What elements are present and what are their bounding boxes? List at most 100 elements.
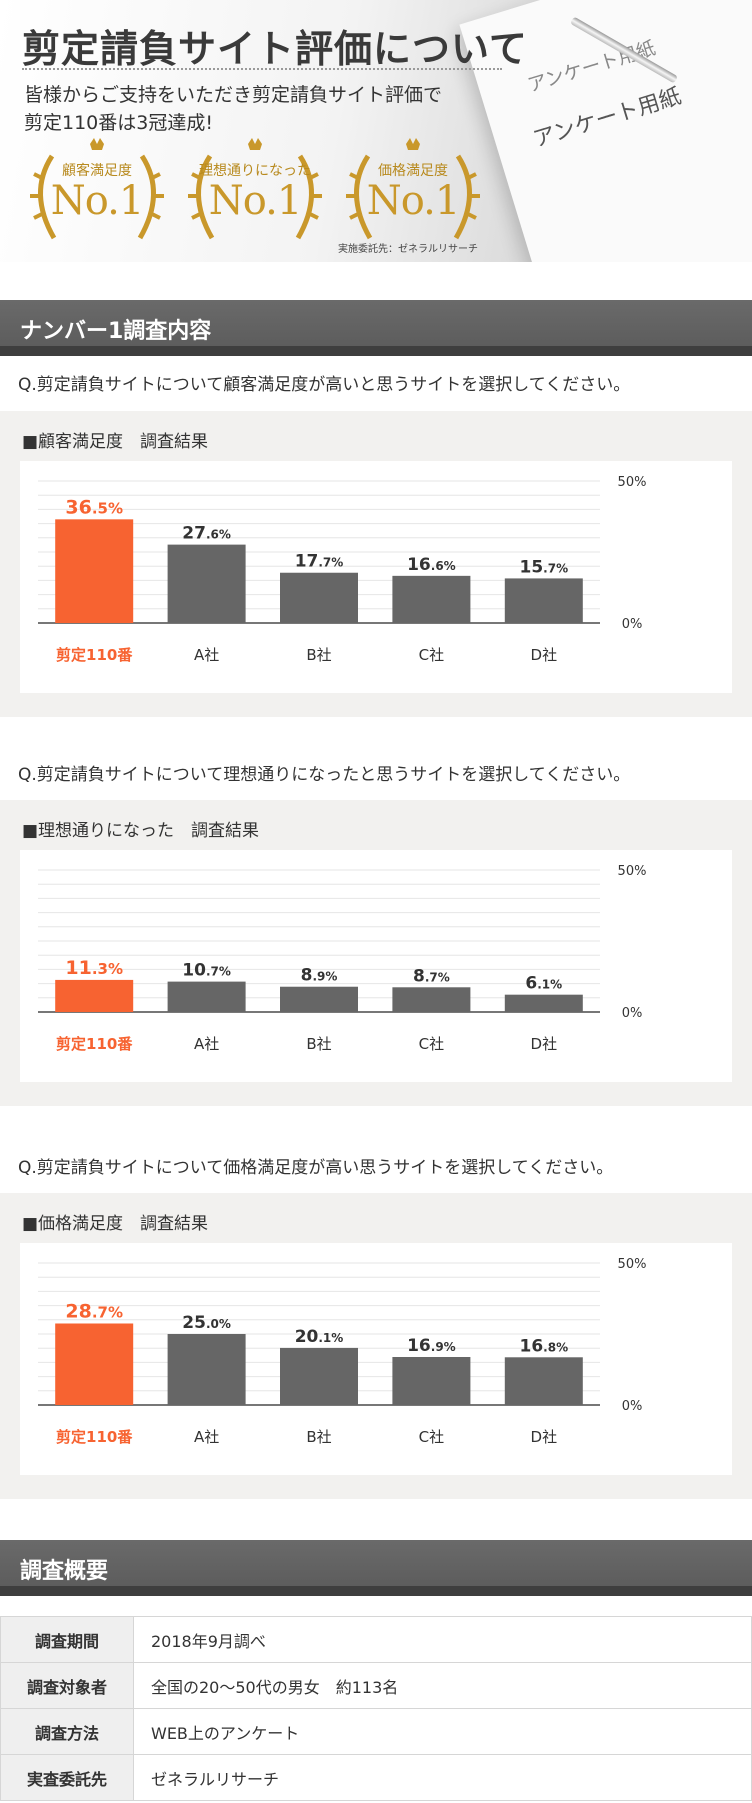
data-label: 16.6% xyxy=(407,555,456,575)
category-label: A社 xyxy=(194,646,219,664)
table-row: 調査対象者 全国の20～50代の男女 約113名 xyxy=(0,1662,752,1709)
bar xyxy=(392,575,471,623)
badge-rank: No.1 xyxy=(50,178,145,224)
data-label: 25.0% xyxy=(182,1313,231,1333)
section-header-survey-summary: 調査概要 xyxy=(0,1540,752,1596)
laurel-crown-icon xyxy=(346,138,480,240)
summary-value: WEB上のアンケート xyxy=(133,1708,752,1755)
section-header-survey-contents: ナンバー1調査内容 xyxy=(0,300,752,356)
y-tick-label: 50% xyxy=(618,864,647,879)
section-title: ナンバー1調査内容 xyxy=(20,319,212,344)
badge-rank: No.1 xyxy=(208,178,303,224)
category-label: 剪定110番 xyxy=(56,1035,133,1053)
chart-title: ■理想通りになった 調査結果 xyxy=(22,821,260,841)
data-label: 20.1% xyxy=(295,1327,344,1347)
badge-price-satisfaction: 価格満足度 No.1 xyxy=(338,138,488,248)
bar xyxy=(392,1357,471,1405)
badge-label: 顧客満足度 xyxy=(62,163,132,179)
chart-panel: 50% 0% 11.3% 剪定110番 10.7% A社 8.9% B社 8.7% C社 6.1% D… xyxy=(20,850,732,1082)
table-row: 調査方法 WEB上のアンケート xyxy=(0,1708,752,1755)
summary-label: 実査委託先 xyxy=(0,1754,134,1801)
table-row: 実査委託先 ゼネラルリサーチ xyxy=(0,1754,752,1801)
chart-panel: 50% 0% 28.7% 剪定110番 25.0% A社 20.1% B社 16.9% C社 16.… xyxy=(20,1243,732,1475)
hero-banner: アンケート用紙 アンケート用紙 剪定請負サイト評価について 皆様からご支持をいた… xyxy=(0,0,752,262)
category-label: A社 xyxy=(194,1035,219,1053)
chart-block-2: ■理想通りになった 調査結果 50% 0% 11.3% 剪定110番 10.7% A社 8.… xyxy=(0,800,752,1106)
category-label: C社 xyxy=(419,646,444,664)
y-tick-label: 50% xyxy=(618,1257,647,1272)
category-label: B社 xyxy=(306,1035,331,1053)
question-2: Q.剪定請負サイトについて理想通りになったと思うサイトを選択してください。 xyxy=(18,765,631,785)
data-label: 16.8% xyxy=(519,1336,568,1356)
category-label: D社 xyxy=(531,1035,558,1053)
badge-customer-satisfaction: 顧客満足度 No.1 xyxy=(22,138,172,248)
section-title: 調査概要 xyxy=(20,1559,109,1584)
category-label: C社 xyxy=(419,1428,444,1446)
summary-label: 調査対象者 xyxy=(0,1662,134,1709)
laurel-crown-icon xyxy=(30,138,164,240)
category-label: A社 xyxy=(194,1428,219,1446)
bar xyxy=(55,979,134,1012)
category-label: 剪定110番 xyxy=(56,1428,133,1446)
data-label: 10.7% xyxy=(182,961,231,981)
chart-block-3: ■価格満足度 調査結果 50% 0% 28.7% 剪定110番 25.0% A社 20.1%… xyxy=(0,1193,752,1499)
bar xyxy=(167,1334,246,1405)
bar xyxy=(280,572,358,623)
bar xyxy=(504,1357,583,1405)
data-label: 6.1% xyxy=(525,974,562,994)
bar xyxy=(392,987,471,1012)
summary-value: 全国の20～50代の男女 約113名 xyxy=(133,1662,752,1709)
category-label: B社 xyxy=(306,646,331,664)
data-label: 17.7% xyxy=(295,552,344,572)
summary-label: 調査期間 xyxy=(0,1616,134,1663)
bar-chart-price-satisfaction: 50% 0% 28.7% 剪定110番 25.0% A社 20.1% B社 16.9% C社 16.… xyxy=(38,1257,647,1446)
bar xyxy=(504,578,583,623)
bar xyxy=(167,981,246,1012)
bar xyxy=(280,986,358,1012)
bar-chart-customer-satisfaction: 50% 0% 36.5% 剪定110番 27.6% A社 17.7% B社 16.6% C社 15.… xyxy=(38,475,647,664)
question-3: Q.剪定請負サイトについて価格満足度が高い思うサイトを選択してください。 xyxy=(18,1158,614,1178)
bar xyxy=(55,1323,134,1405)
data-label: 8.9% xyxy=(301,966,338,986)
chart-title: ■価格満足度 調査結果 xyxy=(22,1214,209,1234)
hero-title: 剪定請負サイト評価について xyxy=(22,27,528,71)
badge-ideal-result: 理想通りになった No.1 xyxy=(180,138,330,248)
y-tick-label: 50% xyxy=(618,475,647,490)
summary-value: 2018年9月調べ xyxy=(133,1616,752,1663)
survey-summary-table: 調査期間 2018年9月調べ 調査対象者 全国の20～50代の男女 約113名 … xyxy=(0,1616,752,1801)
y-tick-label: 0% xyxy=(622,1006,643,1021)
hero-subtitle-line2: 剪定110番は3冠達成! xyxy=(24,112,213,134)
data-label: 27.6% xyxy=(182,524,231,544)
hero-divider xyxy=(22,68,502,70)
category-label: C社 xyxy=(419,1035,444,1053)
laurel-crown-icon xyxy=(188,138,322,240)
summary-label: 調査方法 xyxy=(0,1708,134,1755)
badge-label: 理想通りになった xyxy=(199,163,311,179)
category-label: D社 xyxy=(531,646,558,664)
bar xyxy=(504,994,583,1012)
bar xyxy=(280,1347,358,1405)
chart-panel: 50% 0% 36.5% 剪定110番 27.6% A社 17.7% B社 16.6% C社 15.… xyxy=(20,461,732,693)
data-label: 36.5% xyxy=(65,496,123,518)
bar-chart-ideal-result: 50% 0% 11.3% 剪定110番 10.7% A社 8.9% B社 8.7% C社 6.1% D… xyxy=(38,864,647,1053)
data-label: 8.7% xyxy=(413,966,450,986)
badge-rank: No.1 xyxy=(366,178,461,224)
data-label: 11.3% xyxy=(65,957,123,979)
y-tick-label: 0% xyxy=(622,1399,643,1414)
summary-value: ゼネラルリサーチ xyxy=(133,1754,752,1801)
hero-note: 実施委託先：ゼネラルリサーチ xyxy=(338,244,478,255)
category-label: D社 xyxy=(531,1428,558,1446)
data-label: 16.9% xyxy=(407,1336,456,1356)
chart-block-1: ■顧客満足度 調査結果 50% 0% 36.5% 剪定110番 27.6% A社 17.7%… xyxy=(0,411,752,717)
data-label: 15.7% xyxy=(519,557,568,577)
badge-label: 価格満足度 xyxy=(378,163,448,179)
bar xyxy=(167,544,246,623)
table-row: 調査期間 2018年9月調べ xyxy=(0,1616,752,1663)
category-label: 剪定110番 xyxy=(56,646,133,664)
chart-title: ■顧客満足度 調査結果 xyxy=(22,432,209,452)
data-label: 28.7% xyxy=(65,1300,123,1322)
category-label: B社 xyxy=(306,1428,331,1446)
question-1: Q.剪定請負サイトについて顧客満足度が高いと思うサイトを選択してください。 xyxy=(18,375,631,395)
bar xyxy=(55,519,134,623)
y-tick-label: 0% xyxy=(622,617,643,632)
